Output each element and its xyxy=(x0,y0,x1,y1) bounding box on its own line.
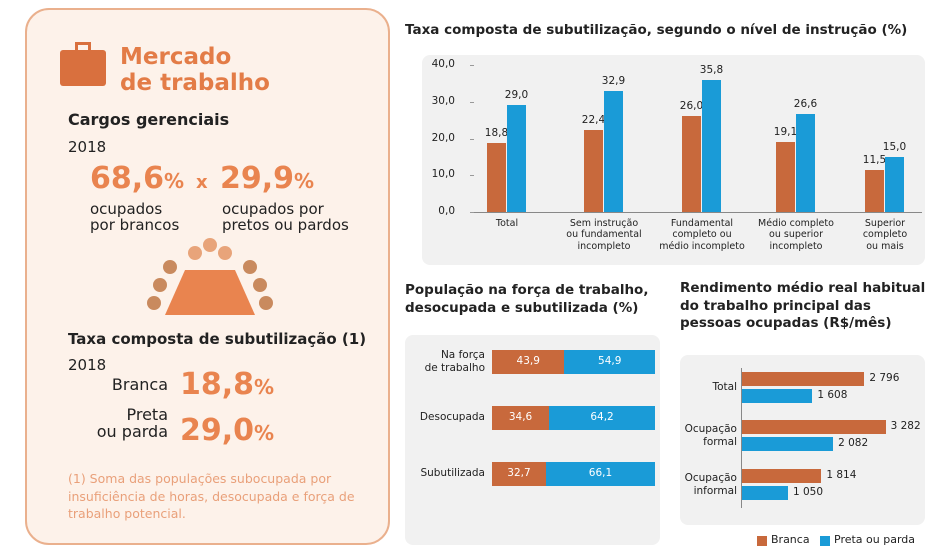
bar xyxy=(776,142,795,212)
bar xyxy=(487,143,506,212)
legend-label: Preta ou parda xyxy=(834,533,915,546)
people-illustration xyxy=(140,235,280,320)
separator: x xyxy=(196,172,208,193)
stat-value: 68,6 xyxy=(90,161,164,196)
value-label: 26,6 xyxy=(788,98,823,110)
stat-unit: % xyxy=(164,169,184,193)
bar xyxy=(885,157,904,212)
section-heading: Cargos gerenciais xyxy=(68,110,229,129)
panel-title: Mercado de trabalho xyxy=(120,44,270,97)
y-tick-label: Ocupação informal xyxy=(680,472,737,497)
value-label: 1 608 xyxy=(817,389,847,401)
chart-title: Taxa composta de subutilização, segundo … xyxy=(405,22,907,38)
y-tick-label: Desocupada xyxy=(405,411,485,424)
tick-mark xyxy=(470,65,474,66)
value-label: 1 050 xyxy=(793,486,823,498)
bar xyxy=(742,486,788,500)
y-tick-label: 20,0 xyxy=(420,132,455,144)
row-stat: 18,8% xyxy=(180,370,274,400)
bar xyxy=(796,114,815,212)
stat-unit: % xyxy=(254,421,274,445)
y-tick-label: Total xyxy=(680,381,737,394)
stat-value: 29,0 xyxy=(180,413,254,448)
stat-value: 18,8 xyxy=(180,367,254,402)
value-label: 32,9 xyxy=(596,75,631,87)
bar xyxy=(507,105,526,212)
x-tick-label: Superior completo ou mais xyxy=(837,218,930,252)
value-label: 15,0 xyxy=(877,141,912,153)
section-heading: Taxa composta de subutilização (1) xyxy=(68,330,366,348)
tick-mark xyxy=(470,102,474,103)
value-label: 2 796 xyxy=(869,372,899,384)
y-tick-label: 40,0 xyxy=(420,58,455,70)
chart-title: Rendimento médio real habitual do trabal… xyxy=(680,280,930,333)
axis-line xyxy=(474,212,922,213)
infographic: Mercado de trabalho Cargos gerenciais 20… xyxy=(0,0,930,551)
tick-mark xyxy=(470,175,474,176)
footnote: (1) Soma das populações subocupada por i… xyxy=(68,470,368,523)
bar xyxy=(742,372,864,386)
stat-unit: % xyxy=(254,375,274,399)
row-label: Preta ou parda xyxy=(78,407,168,441)
stat-left: 68,6% xyxy=(90,164,184,194)
year: 2018 xyxy=(68,138,106,156)
legend-swatch xyxy=(757,536,767,546)
x-tick-label: Sem instrução ou fundamental incompleto xyxy=(556,218,652,252)
stat-unit: % xyxy=(294,169,314,193)
value-label: 54,9 xyxy=(564,355,655,367)
bar xyxy=(702,80,721,212)
stat-right: 29,9% xyxy=(220,164,314,194)
x-tick-label: Fundamental completo ou médio incompleto xyxy=(654,218,750,252)
bar xyxy=(604,91,623,212)
bar xyxy=(742,389,812,403)
bar xyxy=(584,130,603,212)
y-tick-label: 0,0 xyxy=(420,205,455,217)
briefcase-icon xyxy=(60,50,106,86)
stat-caption: ocupados por brancos xyxy=(90,202,179,234)
value-label: 32,7 xyxy=(492,467,546,479)
value-label: 3 282 xyxy=(891,420,921,432)
chart-title: População na força de trabalho, desocupa… xyxy=(405,282,670,317)
y-tick-label: Na força de trabalho xyxy=(405,349,485,374)
x-tick-label: Médio completo ou superior incompleto xyxy=(748,218,844,252)
value-label: 34,6 xyxy=(492,411,549,423)
value-label: 1 814 xyxy=(826,469,856,481)
stat-caption: ocupados por pretos ou pardos xyxy=(222,202,349,234)
y-tick-label: Ocupação formal xyxy=(680,423,737,448)
bar xyxy=(742,469,821,483)
y-tick-label: Subutilizada xyxy=(405,467,485,480)
legend-swatch xyxy=(820,536,830,546)
legend-label: Branca xyxy=(771,533,810,546)
value-label: 43,9 xyxy=(492,355,564,367)
stat-value: 29,9 xyxy=(220,161,294,196)
value-label: 2 082 xyxy=(838,437,868,449)
value-label: 35,8 xyxy=(694,64,729,76)
tick-mark xyxy=(470,139,474,140)
bar xyxy=(742,437,833,451)
value-label: 29,0 xyxy=(499,89,534,101)
bar xyxy=(742,420,886,434)
row-label: Branca xyxy=(108,377,168,394)
y-tick-label: 10,0 xyxy=(420,168,455,180)
bar xyxy=(865,170,884,212)
y-tick-label: 30,0 xyxy=(420,95,455,107)
year: 2018 xyxy=(68,356,106,374)
row-stat: 29,0% xyxy=(180,416,274,446)
value-label: 66,1 xyxy=(546,467,655,479)
value-label: 64,2 xyxy=(549,411,655,423)
x-tick-label: Total xyxy=(459,218,555,229)
bar xyxy=(682,116,701,212)
briefcase-handle xyxy=(75,42,91,52)
